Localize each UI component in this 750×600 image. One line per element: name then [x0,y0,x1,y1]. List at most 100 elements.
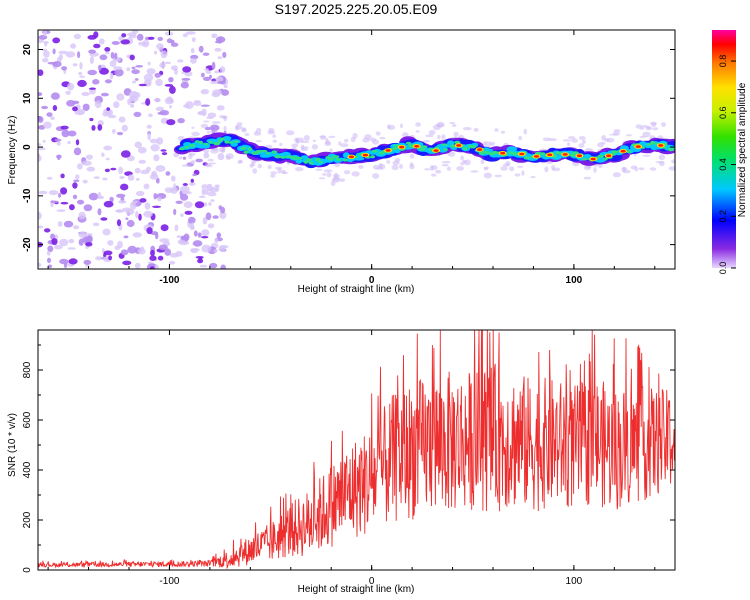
haze-speckle [205,162,212,167]
haze-speckle [428,129,436,136]
ridge-blob [317,161,324,164]
noise-speckle [148,113,153,118]
haze-speckle [652,127,659,131]
noise-speckle [169,85,176,94]
noise-speckle [197,232,202,238]
haze-speckle [334,172,338,179]
haze-speckle [235,125,239,131]
noise-speckle [65,51,76,58]
spectrogram-y-tick-label: 20 [22,44,33,56]
ridge-blob [596,157,607,162]
noise-speckle [47,264,53,269]
noise-speckle [202,52,210,56]
haze-speckle [500,166,508,171]
noise-speckle [217,153,225,161]
noise-speckle [111,41,120,45]
haze-speckle [362,137,370,143]
noise-speckle [153,193,158,200]
noise-speckle [200,104,210,107]
haze-speckle [312,139,317,142]
noise-speckle [193,230,198,237]
haze-speckle [548,138,557,142]
haze-speckle [523,128,528,135]
noise-speckle [50,92,60,100]
noise-speckle [48,190,59,196]
haze-speckle [583,176,592,180]
noise-speckle [121,33,127,38]
noise-speckle [138,213,142,221]
noise-speckle [166,96,173,102]
noise-speckle [57,221,63,227]
noise-speckle [99,54,108,61]
haze-speckle [326,172,332,178]
haze-speckle [203,148,210,154]
colorbar-tick-label: 0.0 [718,262,728,275]
noise-speckle [158,244,168,251]
noise-speckle [67,247,76,250]
noise-speckle [116,219,122,227]
noise-speckle [210,80,219,85]
noise-speckle [82,103,90,112]
noise-speckle [188,216,196,224]
noise-speckle [59,258,69,265]
haze-speckle [431,165,438,170]
noise-speckle [153,98,161,103]
noise-speckle [98,64,102,71]
haze-speckle [236,122,243,126]
noise-speckle [120,150,131,158]
haze-speckle [562,139,572,142]
haze-speckle [494,128,499,132]
ridge-blob [203,143,209,146]
spectrogram-xlabel: Height of straight line (km) [298,284,415,295]
haze-speckle [296,138,300,145]
haze-speckle [206,131,211,134]
noise-speckle [78,71,83,76]
noise-speckle [120,39,130,45]
noise-speckle [75,139,80,146]
noise-speckle [198,257,203,261]
spectrogram-x-tick-label: -100 [159,275,179,286]
noise-speckle [164,187,173,194]
ridge-blob [569,153,576,158]
noise-speckle [54,138,62,142]
haze-speckle [291,143,299,148]
haze-speckle [202,120,210,123]
noise-speckle [110,167,117,171]
haze-speckle [470,170,479,173]
ridge-blob [523,156,530,160]
noise-speckle [129,54,135,61]
noise-speckle [157,255,164,261]
ridge-blob [371,149,378,153]
haze-speckle [505,161,511,166]
haze-speckle [452,124,457,127]
ridge-blob [230,142,238,147]
noise-speckle [50,200,59,204]
noise-speckle [171,175,176,182]
haze-speckle [514,173,521,177]
noise-speckle [113,101,120,109]
haze-speckle [339,143,349,148]
noise-speckle [60,125,69,130]
ridge-blob [213,141,221,146]
haze-speckle [578,136,586,140]
noise-speckle [183,201,193,209]
noise-speckle [105,157,110,161]
noise-speckle [85,242,93,247]
noise-speckle [109,60,117,67]
noise-speckle [134,262,141,269]
noise-speckle [198,45,204,53]
colorbar-tick-label: 0.2 [718,210,728,223]
noise-speckle [155,177,160,184]
noise-speckle [214,47,222,52]
spectrogram-y-tick-label: 0 [22,144,33,150]
noise-speckle [61,129,70,138]
noise-speckle [161,152,168,156]
noise-speckle [72,106,78,112]
haze-speckle [249,163,254,168]
noise-speckle [65,90,71,95]
ridge-blob [188,143,196,148]
noise-speckle [114,68,124,77]
noise-speckle [190,47,195,54]
